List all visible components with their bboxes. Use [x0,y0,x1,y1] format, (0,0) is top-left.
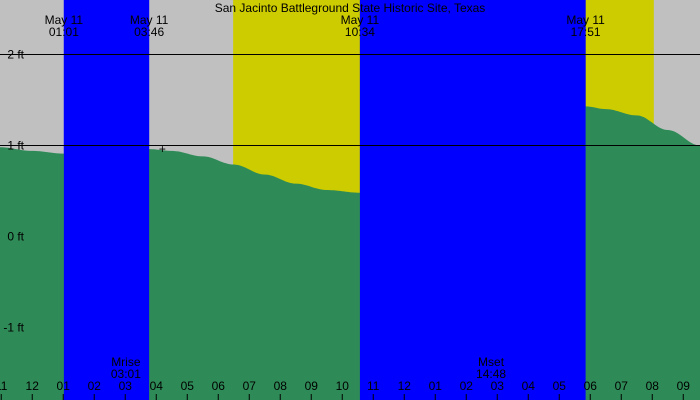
x-tick-label: 02 [460,379,474,393]
moon-up-water-interval [359,0,586,400]
current-marker: + [159,142,166,156]
y-tick-labels: 2 ft 1 ft 0 ft -1 ft [3,48,24,335]
moon-event-label: Mset [478,355,505,369]
x-tick-label: 11 [0,379,8,393]
x-tick-label: 05 [181,379,195,393]
x-tick-label: 03 [491,379,505,393]
x-tick-label: 04 [522,379,536,393]
extreme-date: May 11 [130,13,169,27]
x-tick-labels: 11 12 01 02 03 04 05 06 07 08 09 10 11 12 01 02 03 04 05 06… [0,379,690,393]
moon-up-water-interval [63,0,150,400]
x-tick-label: 11 [367,379,380,393]
extreme-date: May 11 [45,13,84,27]
extreme-time: 10:34 [345,25,375,39]
x-tick-label: 01 [429,379,443,393]
x-tick-label: 04 [150,379,164,393]
x-tick-label: 02 [88,379,102,393]
chart-title: San Jacinto Battleground State Historic … [215,1,486,15]
y-tick-label: -1 ft [3,320,24,334]
x-tick-label: 03 [119,379,133,393]
x-tick-label: 09 [677,379,691,393]
x-tick-label: 01 [57,379,71,393]
extreme-date: May 11 [566,13,605,27]
x-tick-label: 07 [243,379,257,393]
extreme-time: 03:46 [134,25,164,39]
x-tick-label: 09 [305,379,319,393]
x-tick-label: 08 [646,379,660,393]
y-tick-label: 0 ft [7,229,24,243]
y-tick-label: 1 ft [7,138,24,152]
reference-lines [0,54,700,146]
x-tick-label: 12 [26,379,40,393]
moon-event-label: Mrise [111,355,141,369]
x-tick-label: 06 [584,379,598,393]
x-tick-label: 12 [398,379,412,393]
extreme-time: 01:01 [49,25,79,39]
moon-event-time: 03:01 [111,367,141,381]
x-tick-label: 06 [212,379,226,393]
extreme-date: May 11 [341,13,380,27]
x-tick-label: 05 [553,379,567,393]
x-tick-marks [0,394,684,400]
x-tick-label: 07 [615,379,629,393]
x-tick-label: 10 [336,379,350,393]
extreme-time: 17:51 [571,25,601,39]
x-tick-label: 08 [274,379,288,393]
y-tick-label: 2 ft [7,48,24,62]
moon-up-water [63,0,586,400]
moon-event-time: 14:48 [476,367,506,381]
